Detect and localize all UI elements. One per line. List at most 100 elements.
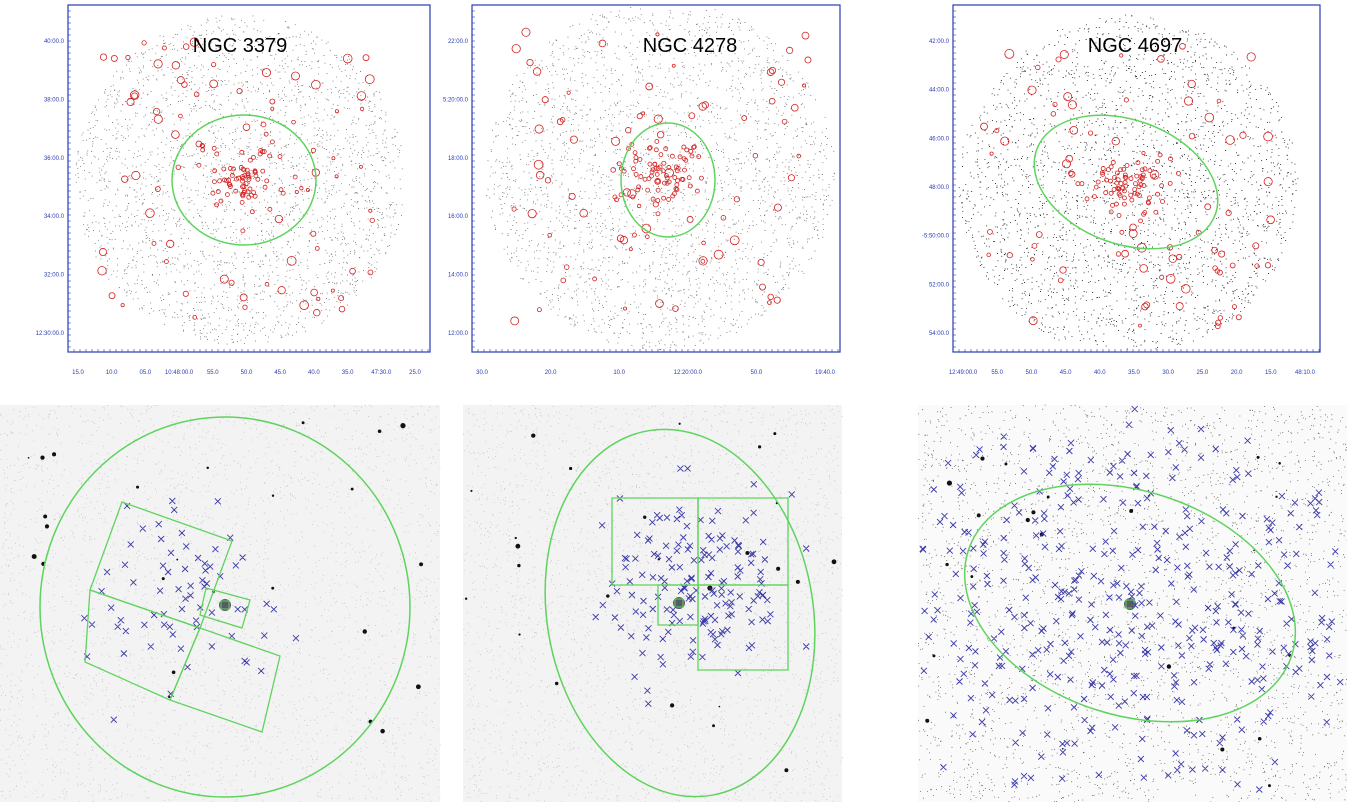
source-circle [98, 266, 107, 275]
source-circle [183, 44, 189, 50]
source-circle [1212, 247, 1218, 253]
source-circle [1031, 258, 1035, 262]
source-circle [210, 80, 218, 88]
source-circle [155, 187, 160, 192]
source-circle [1255, 264, 1259, 268]
source-circle [1096, 180, 1100, 184]
source-circle [753, 153, 758, 158]
source-circle [1111, 203, 1115, 207]
source-circle [528, 209, 536, 217]
source-circle [687, 216, 693, 222]
source-circle [241, 229, 245, 233]
source-circle [670, 154, 674, 158]
star [1257, 456, 1260, 459]
source-circle [1124, 98, 1128, 102]
source-circle [311, 289, 318, 296]
source-circle [637, 114, 642, 119]
source-circle [561, 278, 566, 283]
star [606, 594, 609, 597]
source-circle [146, 209, 155, 218]
source-circle [673, 176, 677, 180]
source-circle [331, 289, 334, 292]
source-circle [126, 55, 130, 59]
x-tick-label: 35.0 [1128, 370, 1140, 376]
source-circle [1240, 132, 1246, 138]
source-circle [1188, 80, 1196, 88]
source-circle [270, 140, 274, 144]
x-tick-label: 55.0 [207, 370, 219, 376]
source-circle [675, 183, 679, 187]
source-circle [264, 132, 268, 136]
star [719, 706, 721, 708]
source-circle [512, 45, 520, 53]
source-circle [1140, 265, 1148, 273]
star [465, 598, 467, 600]
source-circle [758, 259, 764, 265]
source-circle [212, 146, 216, 150]
star [679, 423, 681, 425]
source-circle [988, 229, 993, 234]
source-circle [769, 98, 775, 104]
source-circle [1143, 167, 1147, 171]
source-circle [665, 169, 674, 178]
source-circle [218, 179, 222, 183]
source-circle [1070, 126, 1078, 134]
source-circle [667, 197, 671, 201]
source-circle [1101, 166, 1105, 170]
x-tick-label: 19:40.0 [815, 370, 836, 376]
source-circle [1176, 254, 1181, 259]
source-circle [295, 190, 298, 193]
source-circle [774, 204, 781, 211]
source-circle [1080, 182, 1084, 186]
source-circle [690, 154, 694, 158]
source-circle [1138, 324, 1141, 327]
source-circle [1076, 182, 1080, 186]
source-circle [774, 297, 780, 303]
source-circle [536, 171, 544, 179]
source-circle [1122, 250, 1129, 257]
source-circle [657, 131, 664, 138]
source-circle [545, 178, 550, 183]
source-circle [701, 259, 705, 263]
source-circle [360, 107, 363, 110]
source-circle [1236, 315, 1241, 320]
star [136, 486, 139, 489]
source-circle [1176, 303, 1183, 310]
source-circle [522, 28, 530, 36]
y-tick-label: 12:30:00.0 [36, 331, 65, 337]
star [302, 421, 305, 424]
source-circle [359, 165, 362, 168]
source-circle [1264, 178, 1272, 186]
source-circle [1130, 198, 1134, 202]
source-circle [632, 233, 636, 237]
y-tick-label: 14:00.0 [448, 273, 469, 279]
panel-title: NGC 4697 [1088, 35, 1183, 57]
source-circle [244, 182, 248, 186]
star [925, 719, 929, 723]
source-circle [229, 280, 234, 285]
source-circle [702, 241, 706, 245]
source-circle [730, 236, 739, 245]
source-circle [1058, 278, 1063, 283]
source-circle [350, 268, 356, 274]
source-circle [628, 190, 636, 198]
source-circle [265, 179, 269, 183]
star [176, 559, 178, 561]
source-circle [1068, 101, 1076, 109]
source-circle [1051, 112, 1056, 117]
star [776, 567, 780, 571]
star [378, 429, 382, 433]
source-circle [564, 265, 569, 270]
figure: NGC 337940:00.038:00.036:00.034:00.032:0… [0, 0, 1347, 802]
source-circle [687, 176, 691, 180]
source-circle [315, 247, 319, 251]
source-circle [1032, 243, 1037, 248]
source-circle [617, 162, 621, 166]
source-circle [662, 196, 666, 200]
source-circle [222, 167, 226, 171]
source-circle [1205, 113, 1214, 122]
source-circle [1189, 133, 1195, 139]
effective-radius [1016, 91, 1237, 273]
source-circle [164, 260, 168, 264]
y-tick-label: 38:00.0 [44, 97, 65, 103]
